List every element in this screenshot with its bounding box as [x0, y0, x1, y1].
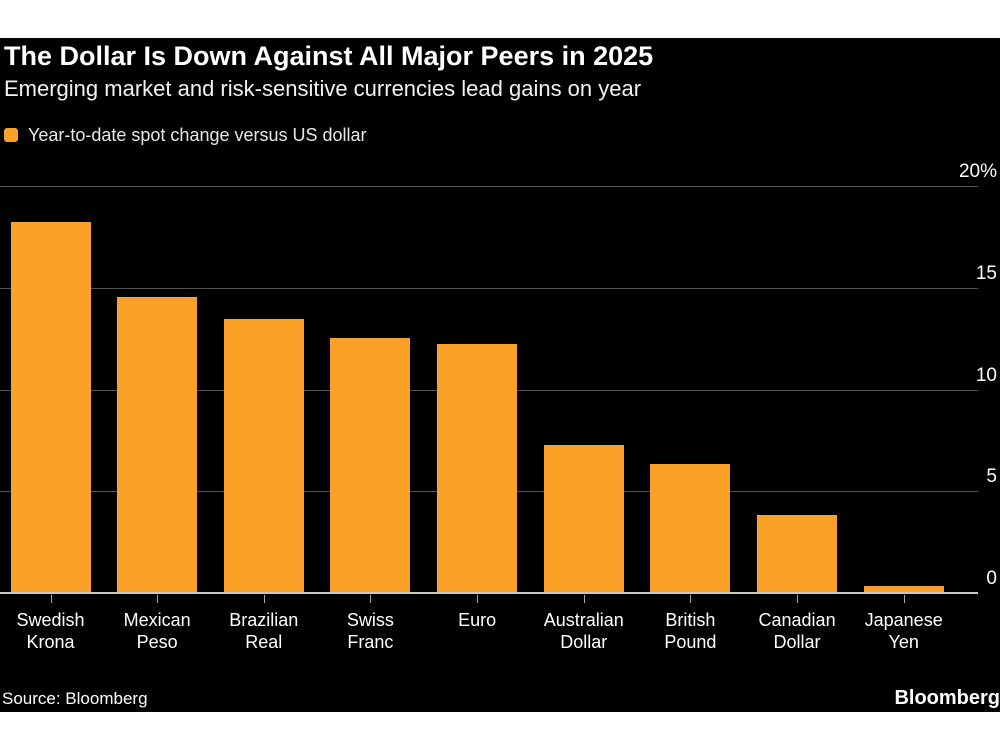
chart-title: The Dollar Is Down Against All Major Pee… [4, 41, 654, 71]
x-axis-label-japanese-yen: Japanese Yen [864, 610, 943, 652]
bar-canadian-dollar [757, 514, 838, 592]
zero-axis-line [0, 592, 978, 594]
bar-mexican-peso [117, 296, 198, 592]
source-note: Source: Bloomberg [2, 689, 148, 708]
x-axis-label-swedish-krona: Swedish Krona [16, 610, 85, 652]
x-axis-label-canadian-dollar: Canadian Dollar [758, 610, 836, 652]
bar-british-pound [650, 463, 731, 592]
gridline-20 [0, 186, 978, 187]
bar-swedish-krona [10, 221, 91, 592]
y-axis-label-0: 0 [986, 568, 997, 589]
y-axis-label-5: 5 [986, 466, 997, 488]
legend-label: Year-to-date spot change versus US dolla… [28, 125, 367, 145]
plot-area [0, 186, 978, 603]
x-axis-tick-mexican-peso [157, 595, 159, 603]
x-axis-label-australian-dollar: Australian Dollar [543, 610, 624, 652]
x-axis-label-brazilian-real: Brazilian Real [229, 610, 299, 652]
bar-euro [437, 343, 518, 592]
legend: Year-to-date spot change versus US dolla… [4, 126, 367, 144]
y-axis-label-15: 15 [975, 262, 997, 284]
x-axis-tick-brazilian-real [263, 595, 265, 603]
bar-swiss-franc [330, 337, 411, 592]
x-axis-tick-australian-dollar [583, 595, 585, 603]
x-axis-tick-canadian-dollar [797, 595, 799, 603]
bar-brazilian-real [223, 319, 304, 592]
x-axis-label-euro: Euro [458, 610, 497, 630]
x-axis-tick-british-pound [690, 595, 692, 603]
x-axis-label-swiss-franc: Swiss Franc [346, 610, 394, 652]
x-axis-tick-swedish-krona [50, 595, 52, 603]
gridline-15 [0, 287, 978, 289]
bloomberg-logo: Bloomberg [894, 687, 1000, 709]
chart-subtitle: Emerging market and risk-sensitive curre… [4, 76, 642, 101]
bar-australian-dollar [543, 445, 624, 592]
x-axis-label-mexican-peso: Mexican Peso [123, 610, 191, 652]
x-axis-tick-swiss-franc [370, 595, 372, 603]
chart-canvas: The Dollar Is Down Against All Major Pee… [0, 38, 1000, 712]
legend-swatch-icon [4, 128, 18, 142]
x-axis-tick-japanese-yen [903, 595, 905, 603]
y-axis-label-20: 20% [958, 161, 997, 182]
x-axis-tick-euro [477, 595, 479, 603]
bar-japanese-yen [863, 585, 944, 592]
y-axis-label-10: 10 [975, 364, 997, 386]
x-axis-label-british-pound: British Pound [664, 610, 717, 652]
